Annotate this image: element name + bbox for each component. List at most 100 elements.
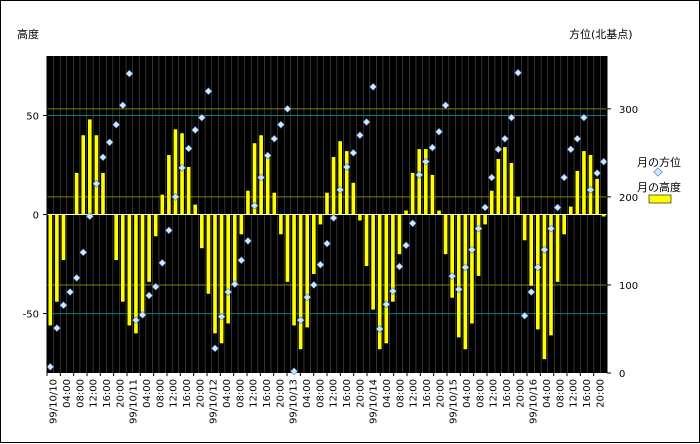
azimuth-point	[191, 126, 200, 134]
x-tick-label: 16:00	[422, 379, 433, 408]
azimuth-point	[303, 293, 312, 302]
azimuth-point	[533, 263, 542, 272]
right-axis-title: 方位(北基点)	[569, 27, 633, 41]
azimuth-point	[586, 185, 595, 194]
azimuth-point	[553, 203, 562, 212]
altitude-bar	[107, 214, 112, 215]
x-tick-label: 16:00	[502, 379, 513, 408]
azimuth-point	[520, 311, 529, 320]
x-tick-label: 04:00	[302, 379, 313, 408]
azimuth-point	[197, 113, 206, 122]
x-tick-label: 99/10/13	[289, 379, 300, 424]
azimuth-point	[270, 134, 279, 143]
right-tick-label: 100	[619, 281, 638, 292]
azimuth-point	[356, 131, 364, 140]
azimuth-point	[454, 285, 463, 294]
azimuth-point	[323, 239, 331, 248]
x-tick-label: 99/10/11	[129, 379, 140, 424]
altitude-bar	[61, 214, 66, 261]
altitude-bar	[522, 214, 527, 241]
x-tick-label: 20:00	[515, 379, 526, 408]
azimuth-point	[66, 288, 74, 296]
altitude-bar	[529, 214, 534, 286]
x-tick-label: 99/10/12	[209, 379, 220, 424]
altitude-bar	[167, 155, 171, 215]
azimuth-point	[184, 144, 193, 153]
x-tick-label: 20:00	[195, 379, 206, 408]
x-tick-label: 08:00	[315, 379, 326, 408]
x-tick-label: 04:00	[542, 379, 553, 408]
right-axis-ticks: 300 200 100 0	[607, 105, 638, 380]
x-tick-label: 12:00	[489, 379, 500, 408]
altitude-bar	[252, 143, 257, 215]
altitude-bar	[239, 214, 244, 235]
x-tick-label: 04:00	[382, 379, 393, 408]
altitude-bars	[48, 119, 606, 360]
azimuth-point	[72, 274, 81, 282]
right-tick-label: 0	[619, 369, 625, 380]
azimuth-point	[316, 260, 325, 269]
x-tick-label: 20:00	[595, 379, 606, 408]
azimuth-point	[290, 367, 298, 376]
azimuth-point	[204, 87, 213, 96]
azimuth-point	[415, 170, 424, 179]
azimuth-point	[342, 163, 351, 171]
altitude-bar	[536, 214, 540, 330]
altitude-bar	[384, 214, 389, 344]
altitude-bar	[443, 214, 448, 255]
x-tick-label: 04:00	[142, 379, 153, 408]
altitude-bar	[377, 214, 382, 350]
altitude-bar	[272, 192, 277, 215]
azimuth-point	[474, 224, 483, 233]
altitude-bar	[364, 214, 369, 267]
azimuth-point	[118, 101, 127, 110]
x-tick-label: 16:00	[102, 379, 113, 408]
altitude-bar	[318, 214, 323, 225]
azimuth-point	[402, 241, 410, 250]
altitude-bar	[410, 172, 415, 215]
azimuth-point	[461, 263, 470, 272]
altitude-bar	[186, 166, 191, 215]
altitude-bar	[81, 135, 86, 215]
x-tick-label: 20:00	[275, 379, 286, 408]
x-tick-label: 99/10/10	[49, 379, 60, 424]
altitude-bar	[509, 162, 514, 215]
altitude-bar	[463, 214, 468, 350]
x-tick-label: 04:00	[62, 379, 73, 408]
azimuth-point	[217, 312, 226, 321]
altitude-bar	[74, 172, 79, 215]
azimuth-point	[487, 173, 496, 182]
altitude-bar	[582, 151, 586, 215]
altitude-bar	[101, 172, 105, 215]
altitude-bar	[147, 214, 151, 282]
x-tick-label: 20:00	[435, 379, 446, 408]
altitude-bar	[55, 214, 59, 302]
azimuth-point	[59, 301, 68, 310]
altitude-bar	[285, 214, 290, 282]
azimuth-point	[540, 245, 549, 254]
altitude-bar	[588, 155, 593, 215]
azimuth-point	[92, 179, 101, 188]
azimuth-point	[566, 145, 575, 154]
altitude-bar	[114, 214, 118, 261]
left-axis-ticks: 50 0 -50	[23, 111, 47, 321]
altitude-bar	[371, 214, 375, 310]
altitude-bar	[325, 192, 329, 215]
altitude-bar	[206, 214, 211, 294]
azimuth-point	[375, 325, 384, 333]
azimuth-point	[500, 134, 509, 143]
legend-azimuth-marker	[653, 167, 663, 177]
azimuth-point	[382, 300, 391, 309]
altitude-bar	[88, 119, 92, 215]
altitude-bar	[470, 214, 474, 324]
altitude-bar	[338, 141, 342, 215]
left-tick-label: 0	[33, 211, 39, 222]
altitude-bar	[595, 178, 599, 215]
azimuth-point	[547, 224, 555, 233]
left-axis-title: 高度	[17, 27, 39, 41]
azimuth-point	[408, 219, 417, 228]
azimuth-point	[105, 138, 114, 147]
azimuth-point	[349, 148, 358, 157]
